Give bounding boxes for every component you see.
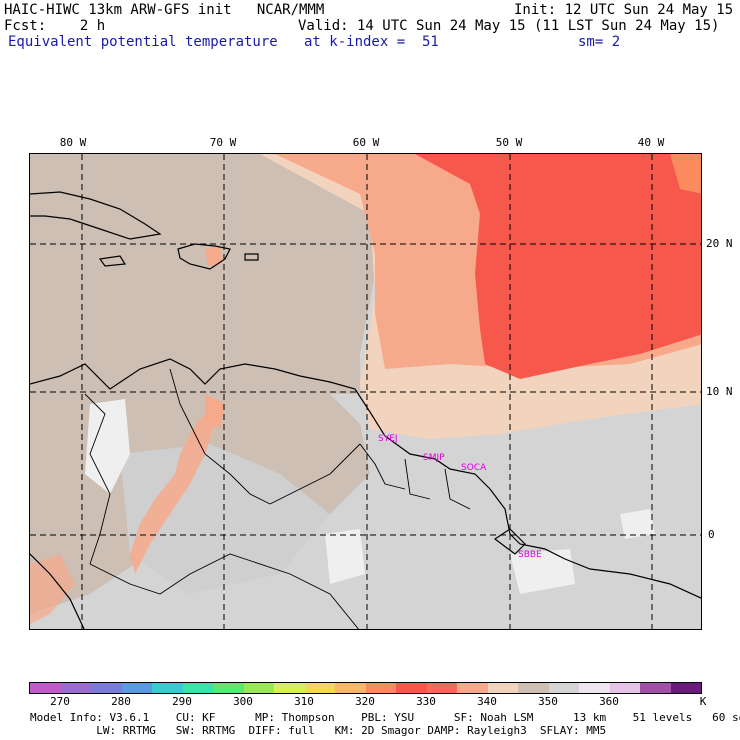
- lon-label-40w: 40 W: [637, 136, 665, 149]
- colorbar-swatch: [518, 683, 549, 693]
- smoothing-info: sm= 2: [578, 34, 621, 50]
- pacific-warm-patch: [30, 554, 75, 624]
- colorbar-swatch: [487, 683, 518, 693]
- puerto-rico-coast: [244, 253, 259, 261]
- tick-330: 330: [416, 695, 436, 708]
- tick-310: 310: [294, 695, 314, 708]
- suriname-border: [404, 458, 431, 500]
- colorbar-swatch: [426, 683, 457, 693]
- model-info-line1: Model Info: V3.6.1 CU: KF MP: Thompson P…: [30, 711, 740, 724]
- lat-lon-grid: [30, 154, 701, 629]
- white-patch-ocean: [620, 509, 655, 539]
- map-panel: SYEJ SMJP SOCA SBBE: [29, 153, 702, 630]
- south-america-north-coast: [30, 358, 701, 599]
- tick-360: 360: [599, 695, 619, 708]
- colorbar-swatch: [670, 683, 701, 693]
- colombia-border-west: [84, 393, 111, 565]
- hispaniola-coast: [177, 243, 231, 270]
- country-borders: [84, 368, 471, 629]
- atlantic-red-region: [415, 154, 701, 379]
- colorbar-swatch: [548, 683, 579, 693]
- hispaniola-warm: [205, 246, 222, 266]
- colorbar-swatch: [396, 683, 427, 693]
- station-labels: SYEJ SMJP SOCA SBBE: [378, 434, 542, 560]
- lat-label-10n: 10 N: [706, 385, 733, 398]
- model-title: HAIC-HIWC 13km ARW-GFS init NCAR/MMM: [4, 2, 325, 18]
- colorbar-swatch: [91, 683, 122, 693]
- white-patch-amazon: [510, 549, 575, 594]
- white-patch-colombia: [85, 399, 130, 494]
- colombia-venezuela-border: [169, 368, 271, 505]
- lake-maracaibo-warm: [205, 394, 225, 429]
- tick-300: 300: [233, 695, 253, 708]
- colorbar-swatch: [335, 683, 366, 693]
- field-name: Equivalent potential temperature: [8, 34, 278, 50]
- french-guiana-border: [444, 468, 471, 510]
- station-smjp: SMJP: [423, 453, 445, 463]
- colorbar-swatch: [304, 683, 335, 693]
- venezuela-brazil-border: [269, 443, 361, 505]
- colorbar-swatch: [457, 683, 488, 693]
- valid-time: Valid: 14 UTC Sun 24 May 15 (11 LST Sun …: [298, 18, 720, 34]
- model-info-line2: LW: RRTMG SW: RRTMG DIFF: full KM: 2D Sm…: [30, 724, 607, 737]
- colorbar-swatch: [30, 683, 61, 693]
- marajo-island: [493, 528, 526, 555]
- tick-unit: K: [699, 695, 707, 708]
- station-soca: SOCA: [461, 463, 487, 473]
- lat-label-equator: 0: [708, 528, 715, 541]
- lon-label-50w: 50 W: [495, 136, 523, 149]
- tick-270: 270: [50, 695, 70, 708]
- tick-320: 320: [355, 695, 375, 708]
- colorbar-swatch: [243, 683, 274, 693]
- coastlines: [30, 191, 701, 629]
- jamaica-coast: [98, 255, 127, 267]
- colorbar-swatch: [60, 683, 91, 693]
- forecast-hour: Fcst: 2 h: [4, 18, 106, 34]
- andes-warm-streak: [130, 409, 215, 574]
- init-time: Init: 12 UTC Sun 24 May 15: [514, 2, 734, 18]
- theta-e-field: SYEJ SMJP SOCA SBBE: [30, 154, 701, 629]
- lat-label-20n: 20 N: [706, 237, 733, 250]
- cuba-coast: [30, 191, 162, 240]
- colorbar-swatch: [182, 683, 213, 693]
- colorbar-swatch: [365, 683, 396, 693]
- colorbar-swatch: [579, 683, 610, 693]
- colorbar-swatch: [121, 683, 152, 693]
- level-info: at k-index = 51: [304, 34, 439, 50]
- colorbar-swatch: [152, 683, 183, 693]
- tick-340: 340: [477, 695, 497, 708]
- colorbar-swatch: [609, 683, 640, 693]
- station-syej: SYEJ: [378, 434, 398, 444]
- colorbar-swatch: [213, 683, 244, 693]
- colorbar-swatch: [274, 683, 305, 693]
- white-patch-south: [325, 529, 365, 584]
- caribbean-tan-region: [30, 154, 375, 394]
- tick-280: 280: [111, 695, 131, 708]
- lon-label-60w: 60 W: [352, 136, 380, 149]
- tick-350: 350: [538, 695, 558, 708]
- ne-orange-patch: [670, 154, 701, 194]
- southern-borders: [89, 553, 359, 629]
- lon-label-80w: 80 W: [59, 136, 87, 149]
- station-sbbe: SBBE: [518, 550, 542, 560]
- lon-label-70w: 70 W: [209, 136, 237, 149]
- colorbar-swatch: [640, 683, 671, 693]
- colorbar: [29, 682, 702, 694]
- tick-290: 290: [172, 695, 192, 708]
- pacific-coast: [30, 553, 85, 629]
